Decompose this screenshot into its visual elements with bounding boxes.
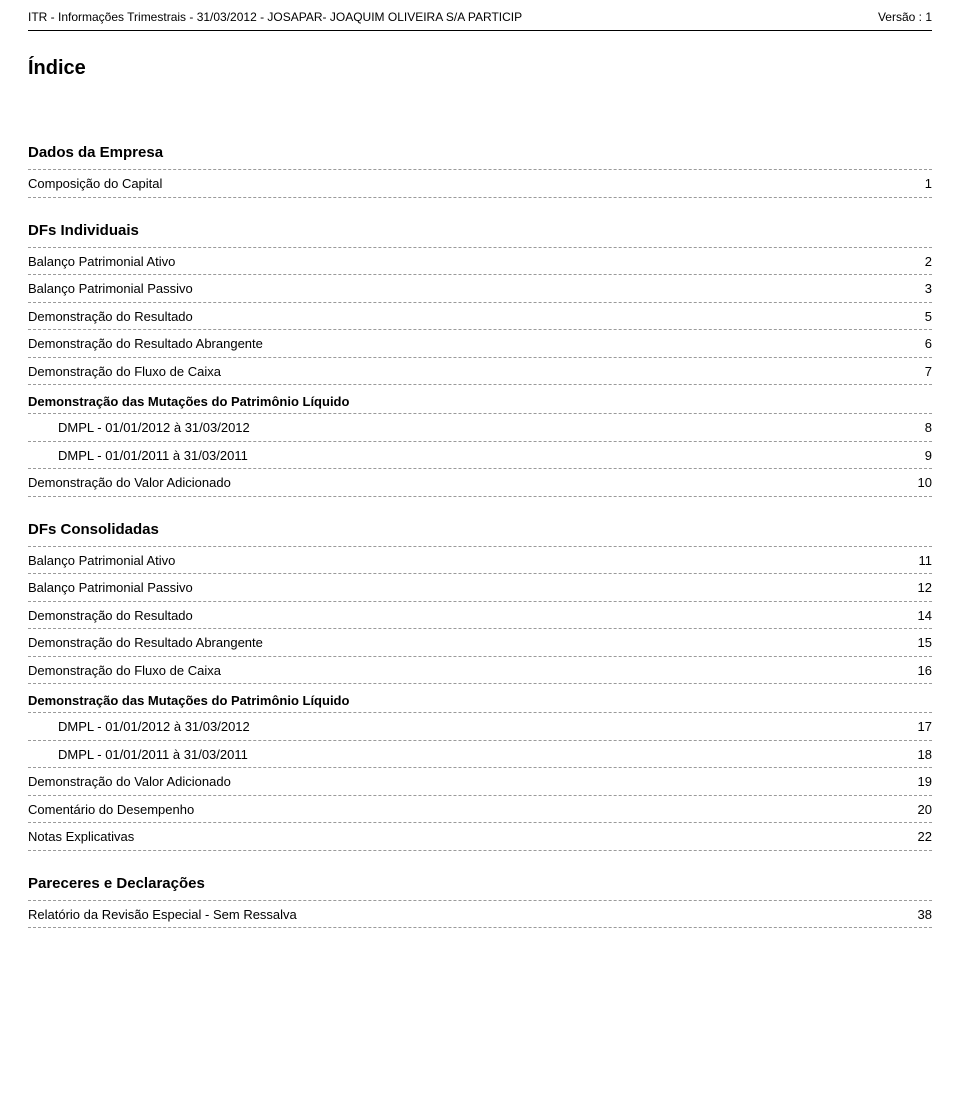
toc-entry-page: 17 <box>912 717 932 737</box>
toc-entry-label: Balanço Patrimonial Ativo <box>28 252 175 272</box>
toc-section-title: DFs Individuais <box>28 222 932 239</box>
toc-section-heading: Dados da Empresa <box>28 120 932 170</box>
toc-entry-page: 1 <box>919 174 932 194</box>
toc-entry[interactable]: Demonstração do Resultado Abrangente 6 <box>28 330 932 358</box>
toc-entry-page: 5 <box>919 307 932 327</box>
toc-entry[interactable]: Notas Explicativas 22 <box>28 823 932 851</box>
toc-entry-label: Demonstração do Resultado Abrangente <box>28 334 263 354</box>
toc-entry[interactable]: DMPL - 01/01/2012 à 31/03/2012 8 <box>28 414 932 442</box>
header-version: Versão : 1 <box>878 10 932 24</box>
toc-entry-page: 22 <box>912 827 932 847</box>
toc-entry[interactable]: Balanço Patrimonial Ativo 2 <box>28 248 932 276</box>
header-rule <box>28 30 932 31</box>
toc-entry-label: Notas Explicativas <box>28 827 134 847</box>
toc-entry[interactable]: Comentário do Desempenho 20 <box>28 796 932 824</box>
toc-entry-page: 38 <box>912 905 932 925</box>
toc-entry-page: 18 <box>912 745 932 765</box>
toc-entry-label: Balanço Patrimonial Passivo <box>28 279 193 299</box>
toc-entry-page: 9 <box>919 446 932 466</box>
toc-entry-label: Balanço Patrimonial Passivo <box>28 578 193 598</box>
toc-entry-label: Demonstração do Fluxo de Caixa <box>28 362 221 382</box>
toc-entry-label: Relatório da Revisão Especial - Sem Ress… <box>28 905 297 925</box>
toc-entry-label: Composição do Capital <box>28 174 162 194</box>
index-title: Índice <box>28 57 932 80</box>
toc-entry-page: 19 <box>912 772 932 792</box>
page-header: ITR - Informações Trimestrais - 31/03/20… <box>28 10 932 24</box>
toc-entry-page: 7 <box>919 362 932 382</box>
toc-entry-label: Comentário do Desempenho <box>28 800 194 820</box>
toc-entry-label: Demonstração do Resultado <box>28 307 193 327</box>
toc-entry-page: 10 <box>912 473 932 493</box>
toc-entry[interactable]: Demonstração do Resultado 5 <box>28 303 932 331</box>
table-of-contents: Dados da Empresa Composição do Capital 1 DF… <box>28 120 932 928</box>
toc-entry[interactable]: Balanço Patrimonial Ativo 11 <box>28 547 932 575</box>
toc-entry-label: Balanço Patrimonial Ativo <box>28 551 175 571</box>
toc-entry-label: Demonstração do Valor Adicionado <box>28 772 231 792</box>
toc-subsection-title: Demonstração das Mutações do Patrimônio … <box>28 693 932 708</box>
header-left-text: ITR - Informações Trimestrais - 31/03/20… <box>28 10 522 24</box>
toc-entry[interactable]: Demonstração do Resultado Abrangente 15 <box>28 629 932 657</box>
toc-entry-page: 15 <box>912 633 932 653</box>
toc-entry-page: 20 <box>912 800 932 820</box>
toc-entry-label: Demonstração do Valor Adicionado <box>28 473 231 493</box>
page-root: ITR - Informações Trimestrais - 31/03/20… <box>0 0 960 958</box>
toc-entry[interactable]: Composição do Capital 1 <box>28 170 932 198</box>
toc-entry-page: 14 <box>912 606 932 626</box>
toc-subsection-heading: Demonstração das Mutações do Patrimônio … <box>28 684 932 713</box>
toc-entry[interactable]: Relatório da Revisão Especial - Sem Ress… <box>28 901 932 929</box>
toc-entry-label: DMPL - 01/01/2011 à 31/03/2011 <box>58 745 248 765</box>
toc-section-heading: Pareceres e Declarações <box>28 851 932 901</box>
toc-entry-page: 3 <box>919 279 932 299</box>
toc-entry[interactable]: Balanço Patrimonial Passivo 12 <box>28 574 932 602</box>
toc-subsection-heading: Demonstração das Mutações do Patrimônio … <box>28 385 932 414</box>
toc-section-title: Dados da Empresa <box>28 144 932 161</box>
toc-entry-label: DMPL - 01/01/2012 à 31/03/2012 <box>58 418 250 438</box>
toc-entry[interactable]: DMPL - 01/01/2011 à 31/03/2011 18 <box>28 741 932 769</box>
toc-entry[interactable]: DMPL - 01/01/2011 à 31/03/2011 9 <box>28 442 932 470</box>
toc-entry-page: 6 <box>919 334 932 354</box>
toc-entry-page: 8 <box>919 418 932 438</box>
toc-entry-page: 16 <box>912 661 932 681</box>
toc-entry-page: 11 <box>913 551 933 571</box>
toc-entry[interactable]: Demonstração do Resultado 14 <box>28 602 932 630</box>
toc-section-title: Pareceres e Declarações <box>28 875 932 892</box>
toc-entry-label: Demonstração do Fluxo de Caixa <box>28 661 221 681</box>
toc-entry[interactable]: Demonstração do Valor Adicionado 10 <box>28 469 932 497</box>
toc-entry[interactable]: Balanço Patrimonial Passivo 3 <box>28 275 932 303</box>
toc-entry-page: 12 <box>912 578 932 598</box>
toc-entry[interactable]: Demonstração do Fluxo de Caixa 16 <box>28 657 932 685</box>
toc-section-heading: DFs Individuais <box>28 198 932 248</box>
toc-entry-label: DMPL - 01/01/2012 à 31/03/2012 <box>58 717 250 737</box>
toc-entry-label: DMPL - 01/01/2011 à 31/03/2011 <box>58 446 248 466</box>
toc-entry-label: Demonstração do Resultado Abrangente <box>28 633 263 653</box>
toc-entry[interactable]: DMPL - 01/01/2012 à 31/03/2012 17 <box>28 713 932 741</box>
toc-entry-label: Demonstração do Resultado <box>28 606 193 626</box>
toc-subsection-title: Demonstração das Mutações do Patrimônio … <box>28 394 932 409</box>
toc-entry[interactable]: Demonstração do Valor Adicionado 19 <box>28 768 932 796</box>
toc-entry[interactable]: Demonstração do Fluxo de Caixa 7 <box>28 358 932 386</box>
toc-entry-page: 2 <box>919 252 932 272</box>
toc-section-title: DFs Consolidadas <box>28 521 932 538</box>
toc-section-heading: DFs Consolidadas <box>28 497 932 547</box>
